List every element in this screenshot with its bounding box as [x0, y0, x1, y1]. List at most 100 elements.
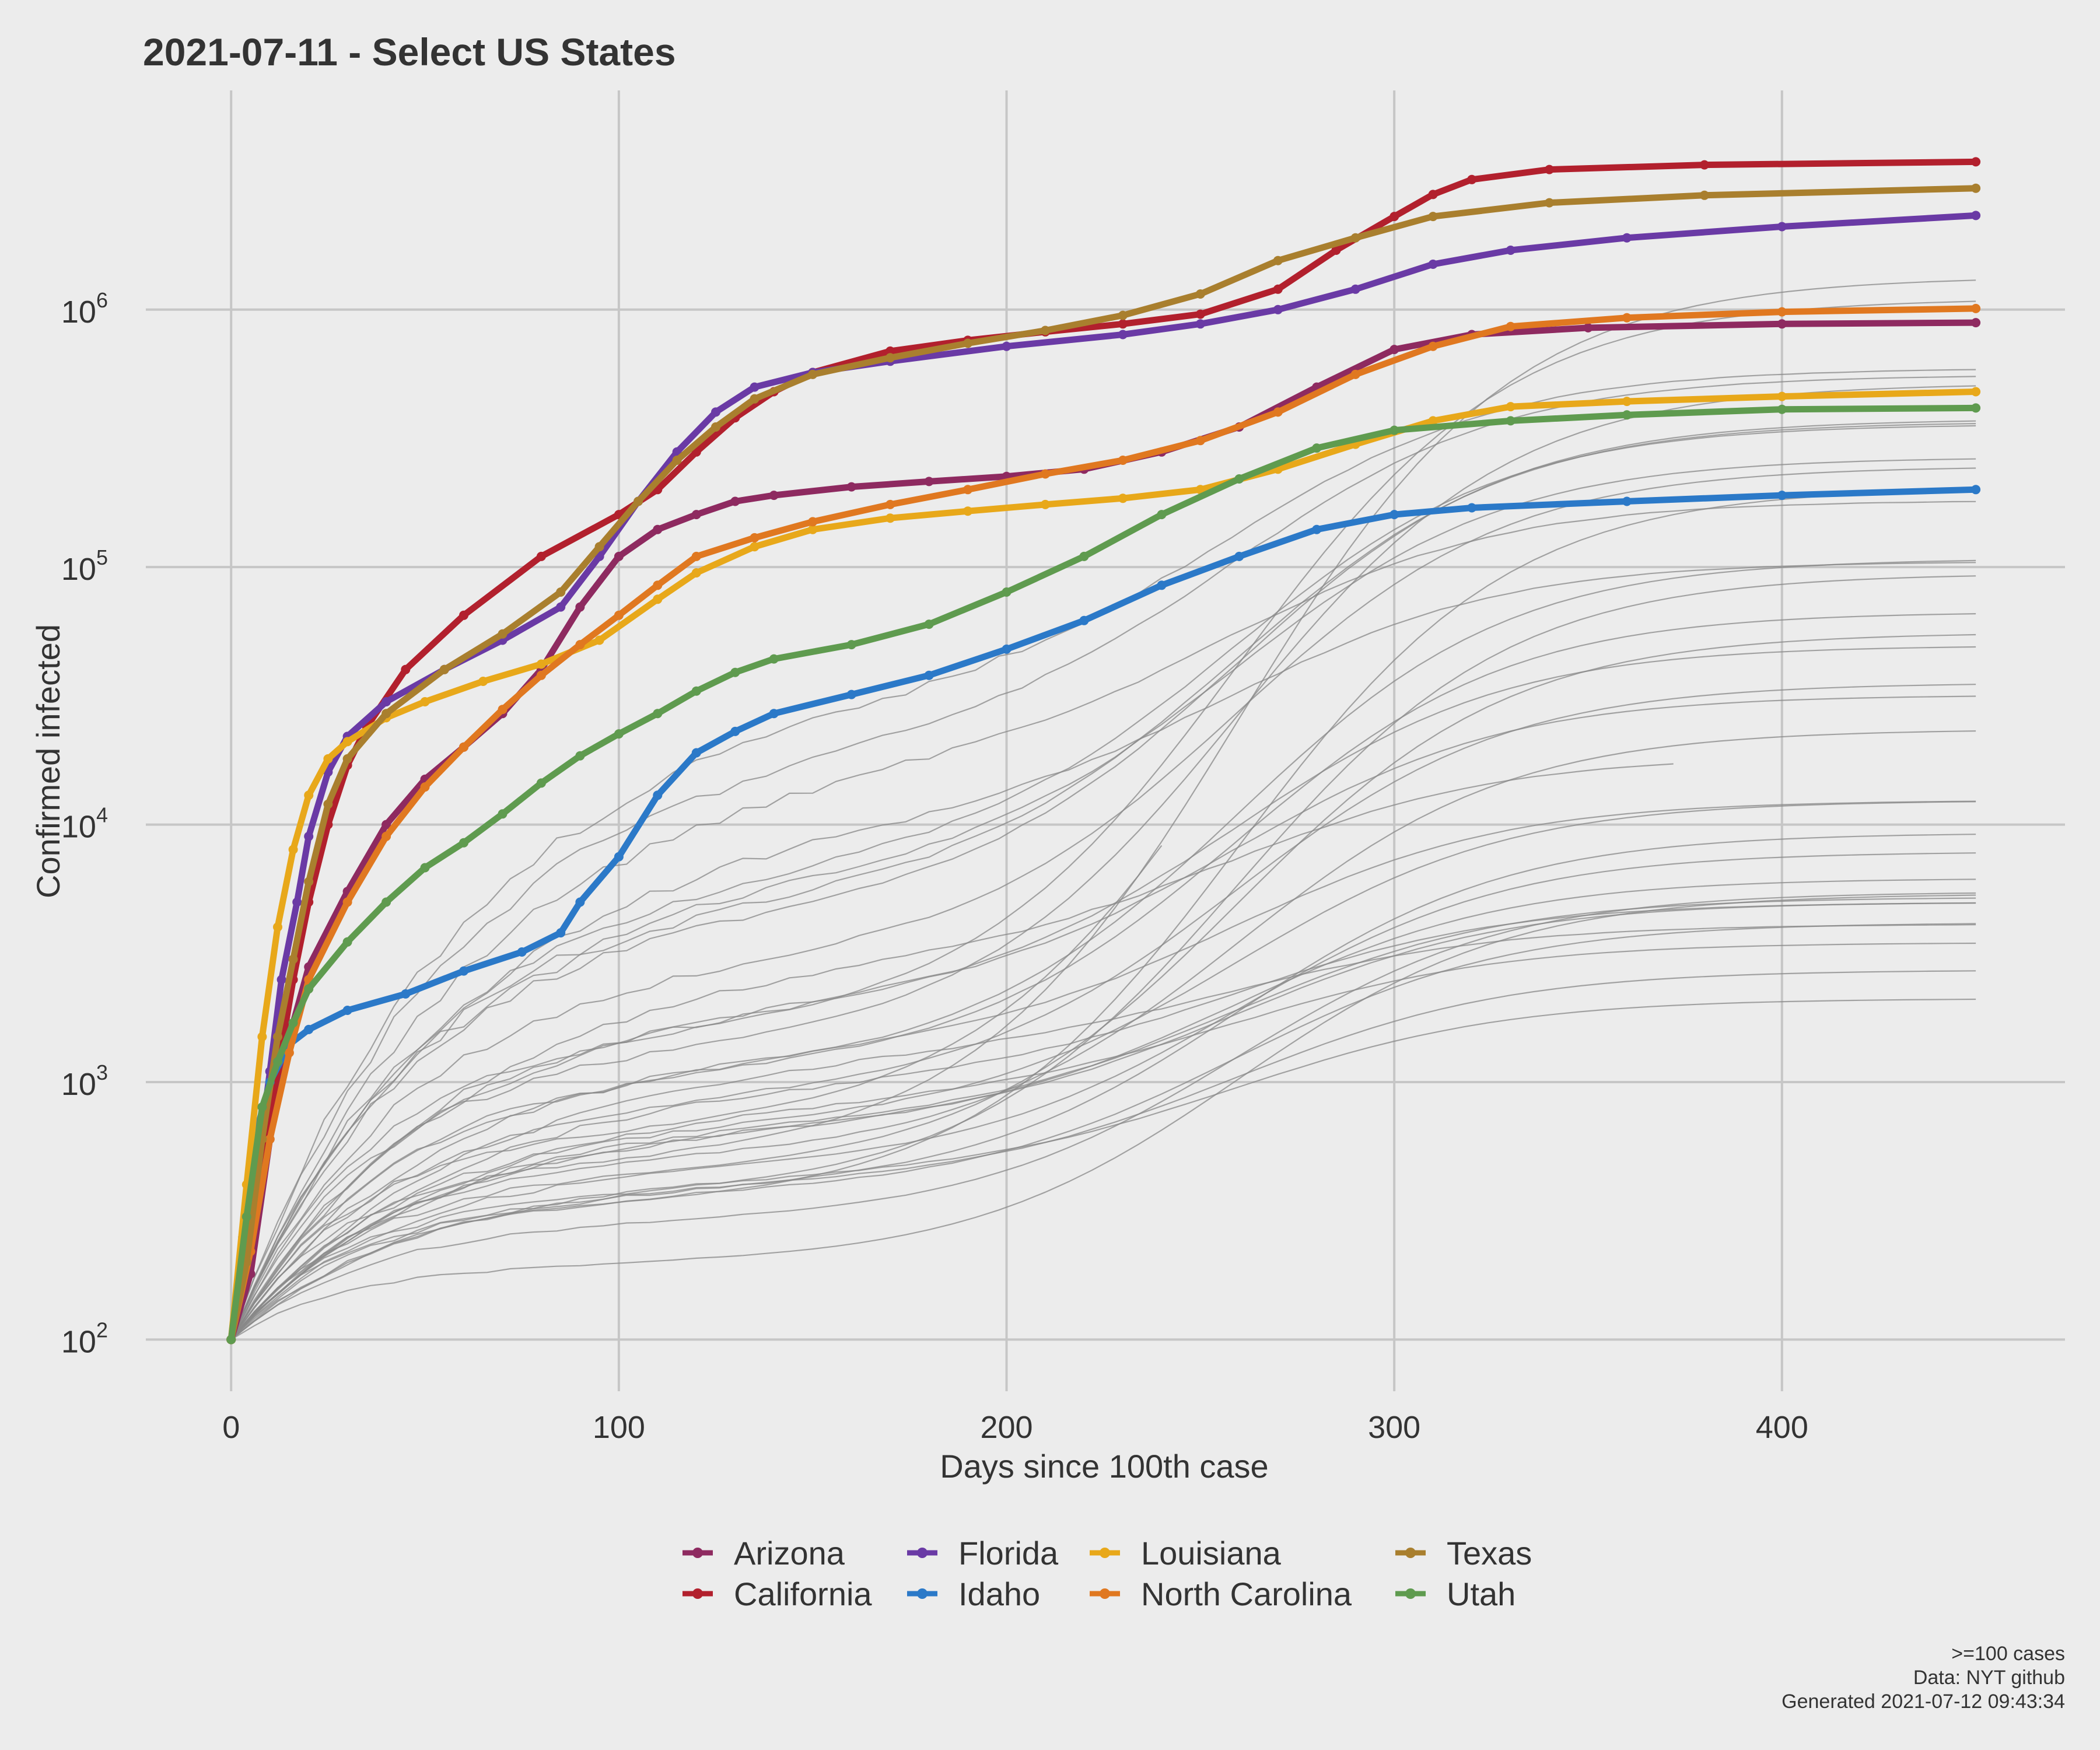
data-point: [769, 709, 779, 719]
data-point: [769, 491, 779, 501]
data-point: [1002, 587, 1012, 597]
data-point: [1350, 369, 1360, 379]
series-texas: [226, 183, 1981, 1345]
data-point: [653, 594, 663, 604]
legend-item-north-carolina: North Carolina: [1090, 1576, 1352, 1612]
data-point: [1331, 246, 1341, 255]
data-point: [1971, 403, 1981, 413]
legend-item-texas: Texas: [1395, 1535, 1532, 1572]
data-point: [556, 587, 566, 597]
data-point: [1390, 212, 1399, 222]
background-state-line: [230, 634, 1976, 1340]
data-point: [1002, 341, 1012, 351]
data-point: [808, 517, 818, 527]
data-point: [498, 809, 508, 819]
data-point: [1971, 318, 1981, 328]
background-state-line: [230, 562, 1976, 1340]
background-state-line: [230, 420, 1976, 1340]
background-state-line: [230, 852, 1976, 1340]
background-state-line: [230, 801, 1976, 1340]
background-state-line: [230, 467, 1976, 1340]
data-point: [273, 1057, 282, 1067]
background-state-line: [230, 458, 1976, 1340]
background-state-line: [230, 425, 1976, 1340]
background-state-line: [230, 998, 1976, 1340]
data-point: [963, 338, 973, 348]
data-point: [1506, 246, 1516, 255]
x-tick-label: 300: [1368, 1410, 1420, 1445]
background-state-line: [230, 613, 1976, 1340]
data-point: [1079, 615, 1089, 625]
data-point: [401, 989, 411, 999]
legend-label: Arizona: [734, 1535, 845, 1572]
background-state-line: [230, 763, 1674, 1340]
background-state-line: [230, 376, 1976, 1340]
data-point: [1118, 494, 1128, 503]
data-point: [1545, 164, 1554, 174]
data-point: [750, 542, 760, 552]
data-point: [614, 551, 624, 561]
data-point: [1118, 319, 1128, 329]
data-point: [556, 928, 566, 938]
data-point: [691, 568, 701, 578]
data-point: [924, 670, 934, 680]
data-point: [886, 346, 895, 356]
data-point: [420, 697, 430, 706]
data-point: [1273, 407, 1283, 417]
data-point: [963, 485, 973, 495]
data-point: [556, 602, 566, 612]
data-point: [242, 1212, 251, 1222]
data-point: [342, 1006, 352, 1015]
legend-marker: [692, 1548, 703, 1558]
caption-line-3: Generated 2021-07-12 09:43:34: [1782, 1690, 2065, 1713]
data-point: [1157, 510, 1167, 520]
data-point: [653, 709, 663, 719]
background-state-line: [230, 834, 1976, 1340]
data-point: [963, 506, 973, 516]
x-tick-label: 0: [222, 1410, 240, 1445]
background-state-line: [230, 894, 1976, 1340]
series-utah: [226, 403, 1981, 1345]
data-point: [304, 877, 314, 887]
legend-label: Texas: [1447, 1535, 1532, 1572]
data-point: [1041, 469, 1050, 479]
data-point: [886, 499, 895, 509]
background-state-line: [230, 423, 1976, 1340]
data-point: [1622, 410, 1632, 420]
background-state-line: [230, 646, 1976, 1340]
data-point: [594, 635, 604, 645]
data-point: [257, 1032, 267, 1042]
data-point: [1428, 260, 1438, 269]
data-point: [691, 551, 701, 561]
data-point: [1777, 222, 1787, 232]
legend-item-louisiana: Louisiana: [1090, 1535, 1282, 1572]
background-state-line: [230, 923, 1976, 1340]
data-point: [1312, 524, 1322, 534]
background-state-line: [230, 970, 1976, 1340]
data-point: [1622, 397, 1632, 407]
data-point: [1157, 580, 1167, 590]
x-tick-labels: 0 100 200 300 400: [222, 1410, 1808, 1445]
background-state-line: [230, 902, 1976, 1340]
y-tick-label: 103: [61, 1060, 108, 1102]
data-point: [730, 726, 740, 736]
data-point: [1506, 321, 1516, 331]
x-tick-label: 400: [1756, 1410, 1808, 1445]
data-point: [226, 1335, 236, 1345]
data-point: [536, 670, 546, 680]
data-point: [323, 799, 333, 809]
data-point: [594, 542, 604, 552]
x-tick-label: 200: [980, 1410, 1032, 1445]
data-point: [808, 524, 818, 534]
data-point: [1350, 233, 1360, 243]
data-point: [382, 709, 391, 719]
data-point: [808, 369, 818, 379]
series-florida: [226, 211, 1981, 1345]
data-point: [924, 620, 934, 629]
data-point: [382, 897, 391, 907]
x-axis-label: Days since 100th case: [940, 1448, 1268, 1485]
y-tick-label: 104: [61, 803, 108, 845]
background-state-line: [230, 878, 1976, 1340]
data-point: [342, 754, 352, 764]
data-point: [536, 778, 546, 788]
